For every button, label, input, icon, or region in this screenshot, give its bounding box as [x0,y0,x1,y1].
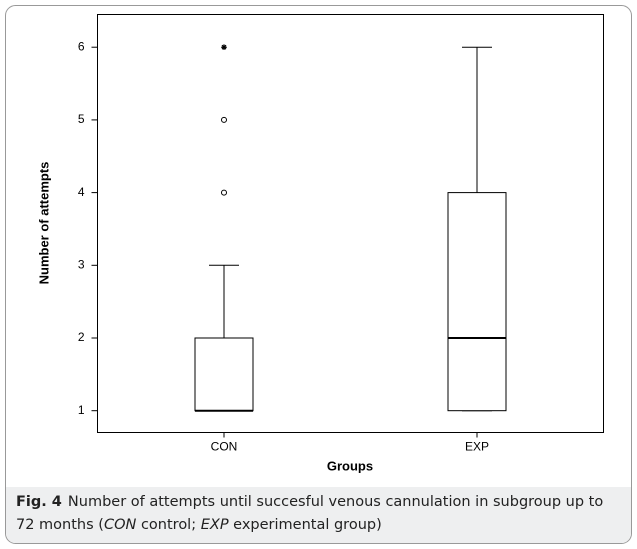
box [447,192,507,412]
y-tick-label: 6 [78,39,85,53]
outlier [221,189,227,196]
outlier [221,116,227,123]
y-tick-label: 1 [78,403,85,417]
x-tick-label: CON [211,440,238,454]
caption-abbr: EXP [200,517,229,533]
plot-frame [97,14,604,433]
y-tick-label: 5 [78,112,85,126]
y-tick-label: 3 [78,257,85,271]
caption-text: Number of attempts until succesful venou… [16,494,604,533]
caption-abbr: CON [103,517,137,533]
y-tick-label: 2 [78,330,85,344]
y-tick-label: 4 [78,185,85,199]
x-axis-label: Groups [327,458,373,473]
caption-label: Fig. 4 [16,494,62,510]
x-tick-label: EXP [465,440,489,454]
extreme-outlier [221,44,227,51]
box [194,337,254,412]
figure-frame [5,5,632,544]
y-axis-label: Number of attempts [36,162,51,285]
caption: Fig. 4 Number of attempts until succesful… [6,487,631,543]
caption-text: experimental group) [228,517,382,533]
caption-text: control; [136,517,201,533]
